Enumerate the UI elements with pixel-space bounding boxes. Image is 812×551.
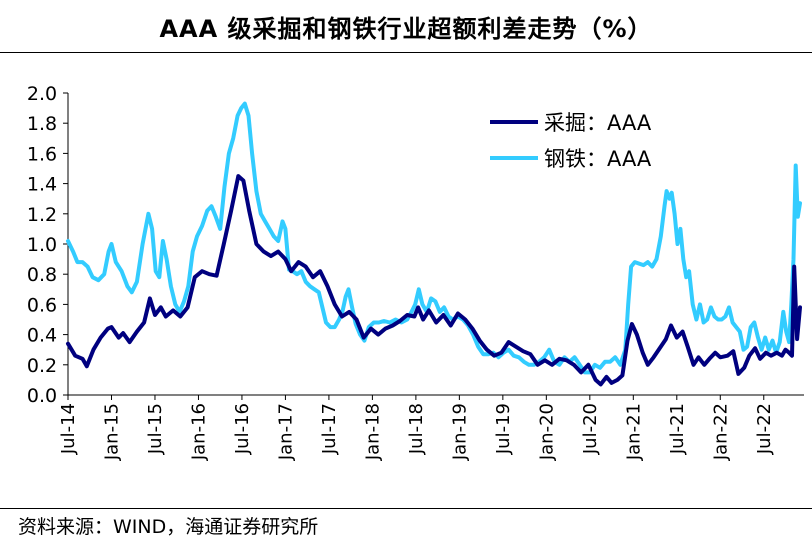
source-note: 资料来源：WIND，海通证券研究所 <box>18 516 319 538</box>
x-tick-label: Jan-16 <box>188 403 209 461</box>
x-tick-label: Jan-17 <box>275 403 296 461</box>
y-tick-label: 1.8 <box>27 113 57 135</box>
x-tick-label: Jan-22 <box>710 403 731 461</box>
x-tick-label: Jan-18 <box>362 403 383 461</box>
y-tick-label: 0.6 <box>27 294 57 316</box>
title-divider <box>0 52 812 53</box>
x-tick-label: Jul-15 <box>145 403 166 455</box>
source-divider <box>0 508 812 509</box>
chart-series <box>66 101 802 387</box>
x-tick-label: Jul-21 <box>667 403 688 455</box>
y-tick-label: 2.0 <box>27 83 57 105</box>
x-tick-label: Jul-22 <box>754 403 775 455</box>
x-tick-label: Jul-16 <box>232 403 253 455</box>
legend-label: 钢铁：AAA <box>544 147 652 171</box>
x-tick-label: Jul-20 <box>580 403 601 455</box>
y-tick-label: 0.4 <box>27 325 57 347</box>
legend-label: 采掘：AAA <box>544 111 652 135</box>
x-tick-label: Jul-18 <box>406 403 427 455</box>
chart-legend: 采掘：AAA 钢铁：AAA <box>490 111 652 171</box>
chart-title: AAA 级采掘和钢铁行业超额利差走势（%） <box>159 14 653 43</box>
x-tick-label: Jan-19 <box>449 403 470 461</box>
series-line-steel <box>66 101 802 375</box>
x-tick-label: Jan-20 <box>536 403 557 461</box>
y-tick-label: 1.6 <box>27 143 57 165</box>
chart-axes: 0.0 0.2 0.4 0.6 0.8 1.0 1.2 1.4 1.6 1.8 2.0 Jul-14 J… <box>27 83 804 461</box>
y-tick-label: 1.4 <box>27 174 57 196</box>
x-tick-label: Jul-14 <box>58 403 79 455</box>
series-line-mining <box>66 174 802 387</box>
x-tick-label: Jan-15 <box>101 403 122 461</box>
x-tick-label: Jan-21 <box>623 403 644 461</box>
x-tick-label: Jul-19 <box>493 403 514 455</box>
y-tick-label: 0.8 <box>27 264 57 286</box>
y-tick-label: 1.2 <box>27 204 57 226</box>
y-tick-label: 1.0 <box>27 234 57 256</box>
y-tick-label: 0.0 <box>27 385 57 407</box>
line-chart: 0.0 0.2 0.4 0.6 0.8 1.0 1.2 1.4 1.6 1.8 2.0 Jul-14 J… <box>27 83 804 461</box>
y-tick-label: 0.2 <box>27 355 57 377</box>
x-tick-label: Jul-17 <box>319 403 340 455</box>
